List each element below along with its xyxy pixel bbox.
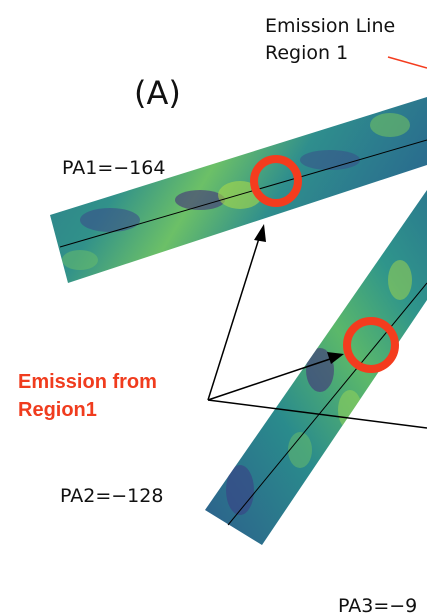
emission-label: Emission from	[18, 371, 157, 393]
slit-axis	[228, 283, 427, 525]
slit-label: PA1=−164	[62, 157, 165, 179]
pointer-line	[388, 57, 427, 68]
arrowhead	[254, 224, 266, 242]
slit-label: PA2=−128	[60, 485, 163, 507]
region-label: Emission Line	[265, 15, 395, 37]
figure: Emission Line Region 1 (A) PA1=−164 Emis…	[0, 0, 427, 616]
emission-label: Region1	[18, 399, 97, 421]
slit-label: PA3=−9	[338, 595, 417, 616]
region-label: Region 1	[265, 42, 348, 64]
panel-label: (A)	[134, 74, 181, 112]
page: Emission Line Region 1 (A) PA1=−164 Emis…	[0, 0, 427, 616]
